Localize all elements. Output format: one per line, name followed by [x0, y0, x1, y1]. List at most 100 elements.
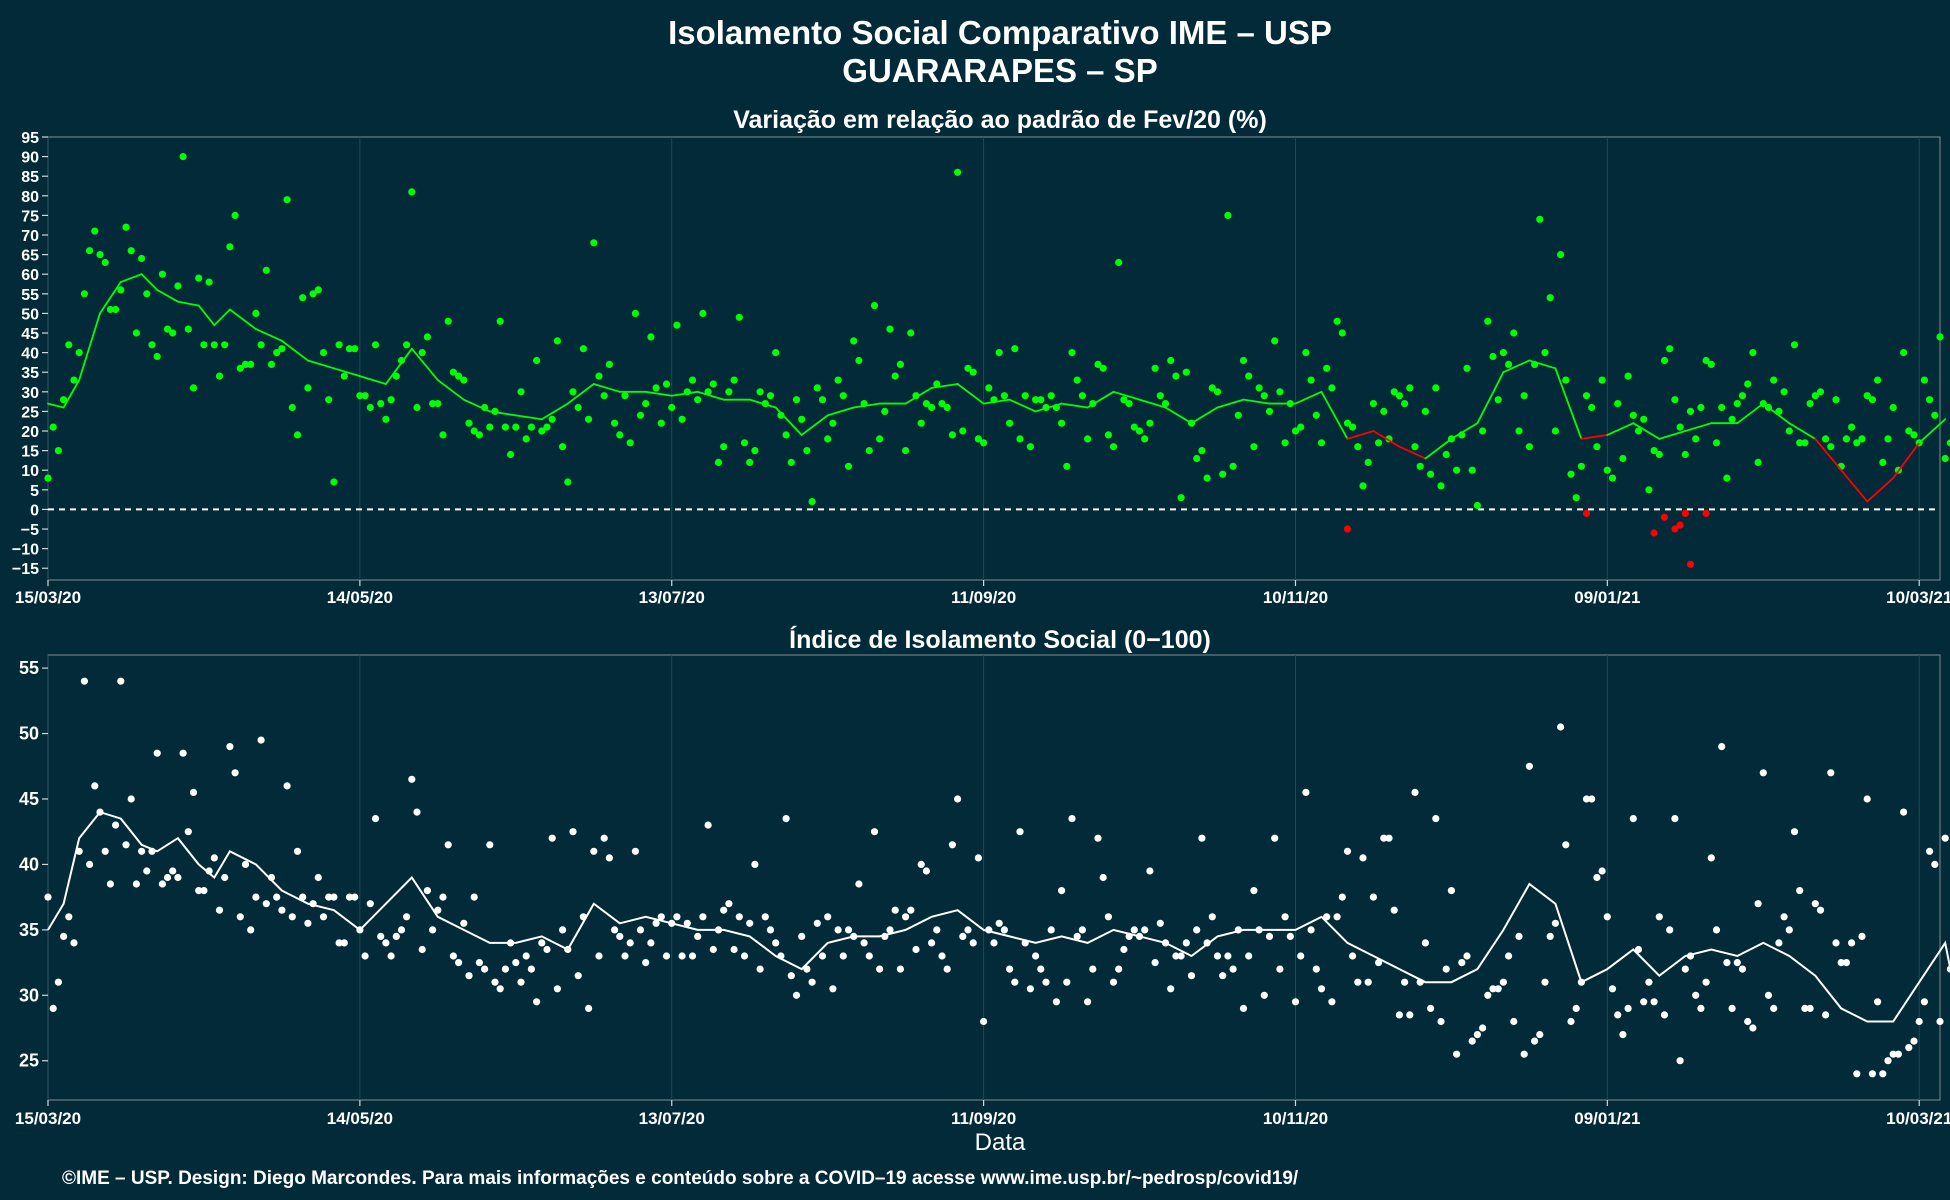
data-point: [527, 965, 536, 973]
data-point: [704, 821, 712, 829]
data-point: [1723, 959, 1731, 967]
data-point: [91, 782, 99, 790]
data-point: [1671, 396, 1679, 404]
data-point: [699, 913, 707, 921]
data-point: [392, 932, 400, 941]
data-point: [1364, 978, 1372, 986]
data-point: [621, 952, 629, 960]
data-point: [1874, 376, 1882, 384]
data-point: [1505, 360, 1513, 368]
data-point: [538, 427, 546, 435]
data-point: [740, 952, 749, 960]
data-point: [881, 407, 889, 415]
data-point: [1738, 965, 1747, 973]
data-point: [1094, 360, 1102, 368]
data-point: [340, 372, 348, 380]
data-point: [626, 439, 634, 447]
data-point: [169, 329, 177, 337]
data-point: [1910, 1037, 1918, 1045]
data-point: [559, 443, 567, 451]
data-point: [870, 302, 879, 310]
data-point: [1915, 1017, 1923, 1026]
moving-average-segment: [119, 273, 143, 283]
data-point: [855, 356, 863, 365]
data-point: [356, 392, 364, 400]
data-point: [1078, 926, 1086, 934]
y-tick-label: 5: [30, 483, 39, 500]
data-point: [1354, 443, 1362, 451]
data-point: [80, 290, 88, 298]
y-tick-label: 55: [19, 658, 39, 678]
data-point: [1853, 439, 1861, 447]
data-point: [491, 978, 499, 986]
data-point: [553, 985, 562, 993]
data-point: [1848, 423, 1856, 431]
moving-average-segment: [306, 359, 335, 370]
data-point: [319, 349, 328, 357]
data-point: [1099, 873, 1107, 882]
y-tick-label: 95: [21, 130, 39, 147]
moving-average-segment: [1632, 422, 1661, 440]
panel1-title: Variação em relação ao padrão de Fev/20 …: [733, 106, 1267, 134]
data-point: [673, 321, 681, 329]
data-point: [96, 251, 104, 259]
data-point: [1562, 376, 1570, 384]
y-tick-label: 50: [19, 724, 39, 744]
data-point: [616, 431, 624, 439]
data-point: [1032, 396, 1040, 404]
data-point: [1193, 454, 1201, 463]
y-tick-label: −15: [12, 561, 39, 578]
data-point: [132, 880, 140, 888]
data-point: [153, 352, 161, 361]
data-point: [933, 380, 941, 388]
data-point: [496, 985, 504, 993]
data-point: [876, 965, 884, 973]
data-point: [1650, 529, 1658, 537]
data-point: [1271, 337, 1279, 345]
data-point: [891, 906, 899, 914]
data-point: [1619, 1031, 1627, 1039]
data-point: [278, 345, 286, 353]
data-point: [371, 341, 380, 349]
x-tick-label: 11/09/20: [951, 1109, 1016, 1128]
data-point: [1359, 854, 1367, 862]
data-point: [1780, 388, 1788, 396]
data-point: [1598, 867, 1606, 875]
data-point: [1926, 847, 1934, 855]
data-point: [75, 349, 83, 357]
data-point: [163, 325, 172, 333]
data-point: [1432, 384, 1440, 392]
data-point: [803, 447, 811, 455]
data-point: [1546, 932, 1554, 941]
moving-average-segment: [140, 273, 159, 291]
moving-average-segment: [213, 308, 231, 327]
data-point: [1104, 913, 1112, 921]
data-point: [1219, 470, 1227, 478]
data-point: [631, 309, 640, 317]
data-point: [1380, 407, 1388, 415]
data-point: [1634, 945, 1643, 954]
data-point: [1239, 1004, 1248, 1013]
data-point: [106, 305, 114, 314]
data-point: [616, 932, 624, 941]
moving-average-segment: [1892, 441, 1921, 479]
data-point: [585, 1004, 593, 1013]
data-point: [636, 926, 645, 934]
data-point: [980, 1017, 988, 1026]
moving-average-segment: [1216, 398, 1245, 409]
data-point: [1759, 769, 1767, 777]
data-point: [1146, 867, 1154, 875]
moving-average-segment: [800, 414, 829, 436]
moving-average-segment: [1840, 469, 1869, 503]
data-point: [309, 290, 317, 298]
data-point: [1297, 952, 1305, 960]
data-point: [299, 893, 307, 901]
data-point: [896, 360, 905, 368]
data-point: [1343, 847, 1352, 855]
data-point: [1842, 959, 1850, 967]
data-point: [1520, 1050, 1528, 1058]
moving-average-segment: [47, 402, 65, 409]
data-point: [65, 341, 73, 349]
data-point: [922, 867, 931, 875]
